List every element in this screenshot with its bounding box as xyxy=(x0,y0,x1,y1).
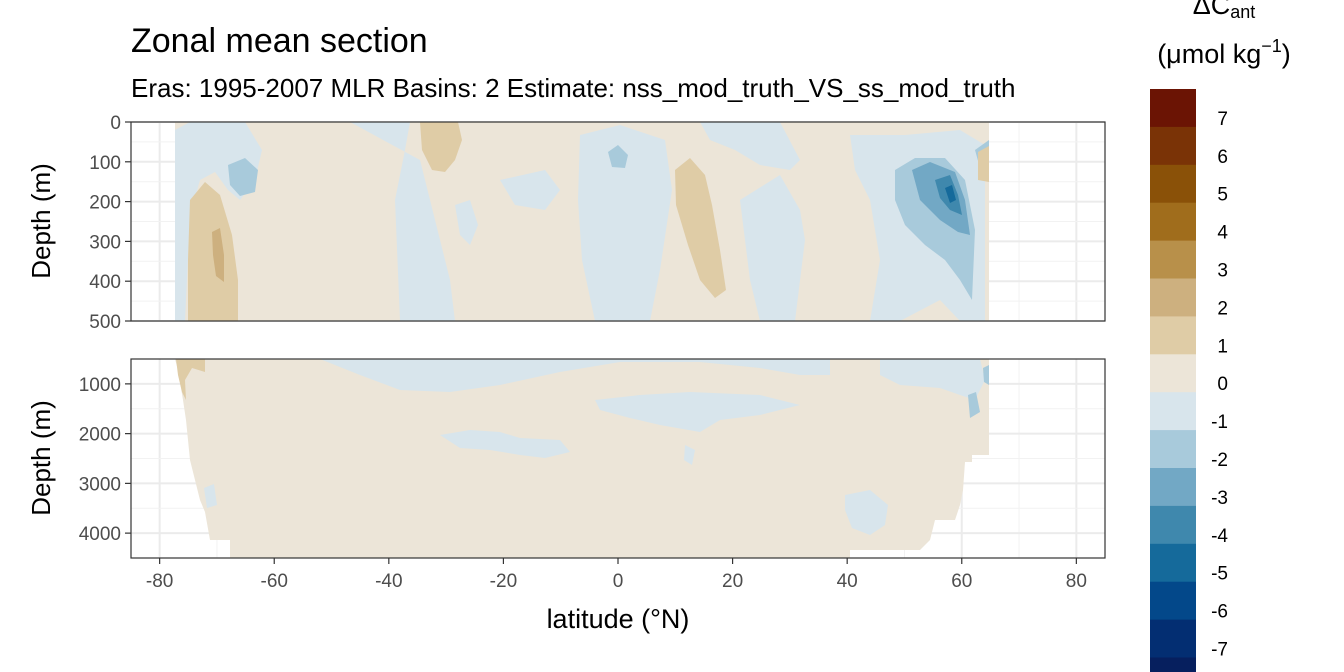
legend-label: 3 xyxy=(1217,261,1228,282)
y-tick-label: 3000 xyxy=(79,474,121,495)
contour-pos-1 xyxy=(978,146,989,182)
legend-swatch xyxy=(1150,581,1196,621)
legend-swatch xyxy=(1150,354,1196,393)
panel-upper xyxy=(130,121,1106,322)
legend-label: 2 xyxy=(1217,298,1228,319)
contour-neg-1 xyxy=(845,490,888,535)
legend-swatches xyxy=(1150,89,1196,672)
y-tick-label: 200 xyxy=(89,193,121,214)
contour-neg-1 xyxy=(440,430,570,458)
legend-title-line1: ΔCant xyxy=(1193,0,1256,22)
legend-swatch xyxy=(1150,202,1196,242)
contour-pos-1 xyxy=(675,158,726,298)
contour-neg-1 xyxy=(250,359,830,392)
legend-swatch xyxy=(1150,657,1196,672)
y-tick-label: 1000 xyxy=(79,375,121,396)
y-tick-label: 400 xyxy=(89,272,121,293)
legend-swatch xyxy=(1150,316,1196,355)
contour-neg-1 xyxy=(578,125,672,321)
contour-neg-1 xyxy=(983,365,989,385)
y-axis-title-upper: Depth (m) xyxy=(26,163,56,279)
y-tick-label: 2000 xyxy=(79,425,121,446)
x-tick-label: 40 xyxy=(837,571,858,592)
contour-neg-1 xyxy=(880,359,985,400)
contour-neg-1 xyxy=(350,122,455,321)
contour-pos-2 xyxy=(212,228,224,282)
legend-swatch xyxy=(1150,278,1196,317)
x-axis-title: latitude (°N) xyxy=(547,604,690,634)
legend-label: -4 xyxy=(1211,526,1228,547)
contour-neg-1 xyxy=(595,392,800,432)
x-tick-label: -80 xyxy=(146,571,173,592)
legend-label: -5 xyxy=(1211,564,1228,585)
contour-neg-5 xyxy=(945,185,956,203)
legend-label: 4 xyxy=(1217,223,1228,244)
legend-swatch xyxy=(1150,240,1196,279)
contour-neg-1 xyxy=(968,392,980,418)
legend-title-line2: (μmol kg−1) xyxy=(1157,36,1291,69)
panel-upper-contours xyxy=(175,122,989,321)
y-axis-title-deep: Depth (m) xyxy=(26,400,56,516)
legend-swatch xyxy=(1150,126,1196,166)
y-axis-upper: 0 100 200 300 400 500 xyxy=(89,113,131,333)
y-axis-deep: 1000 2000 3000 4000 xyxy=(79,375,131,545)
x-tick-label: -20 xyxy=(490,571,517,592)
legend-label: 0 xyxy=(1217,374,1228,395)
section-fill-deep xyxy=(175,359,989,558)
chart-title: Zonal mean section xyxy=(131,22,428,60)
legend-swatch xyxy=(1150,89,1196,128)
legend-swatch xyxy=(1150,543,1196,583)
legend-label: -7 xyxy=(1211,640,1228,661)
x-tick-label: 20 xyxy=(722,571,743,592)
contour-pos-1 xyxy=(176,359,205,400)
y-tick-label: 300 xyxy=(89,232,121,253)
legend-label: -2 xyxy=(1211,450,1228,471)
x-tick-label: -40 xyxy=(375,571,402,592)
legend-label: -6 xyxy=(1211,602,1228,623)
contour-neg-2 xyxy=(608,145,628,168)
color-legend: ΔCant (μmol kg−1) 7 6 5 4 3 2 1 0 -1 -2 -3 -4 -5 -6 -7 xyxy=(1150,0,1291,672)
x-tick-label: -60 xyxy=(261,571,288,592)
legend-label: -3 xyxy=(1211,488,1228,509)
chart-subtitle: Eras: 1995-2007 MLR Basins: 2 Estimate: … xyxy=(131,73,1016,103)
legend-label: -1 xyxy=(1211,412,1228,433)
panel-deep-contours xyxy=(175,359,989,558)
legend-swatch xyxy=(1150,392,1196,431)
contour-neg-1 xyxy=(500,170,560,210)
legend-label: 5 xyxy=(1217,185,1228,206)
legend-labels: 7 6 5 4 3 2 1 0 -1 -2 -3 -4 -5 -6 -7 xyxy=(1211,109,1228,661)
contour-neg-1 xyxy=(700,122,800,170)
contour-pos-1 xyxy=(420,122,462,172)
legend-swatch xyxy=(1150,430,1196,469)
legend-swatch xyxy=(1150,619,1196,658)
x-tick-label: 80 xyxy=(1066,571,1087,592)
contour-neg-1 xyxy=(740,175,805,321)
x-tick-label: 0 xyxy=(613,571,624,592)
legend-swatch xyxy=(1150,164,1196,204)
legend-label: 1 xyxy=(1217,336,1228,357)
x-axis: -80 -60 -40 -20 0 20 40 60 80 xyxy=(146,558,1087,592)
legend-swatch xyxy=(1150,468,1196,507)
panel-deep xyxy=(130,358,1106,559)
legend-label: 6 xyxy=(1217,147,1228,168)
legend-label: 7 xyxy=(1217,109,1228,130)
contour-neg-1 xyxy=(684,445,695,465)
contour-neg-1 xyxy=(204,484,217,508)
y-tick-label: 4000 xyxy=(79,524,121,545)
contour-neg-1 xyxy=(455,200,478,245)
contour-neg-2 xyxy=(228,158,258,196)
y-tick-label: 0 xyxy=(110,113,121,134)
y-tick-label: 100 xyxy=(89,153,121,174)
legend-swatch xyxy=(1150,505,1196,545)
panel-upper-border xyxy=(130,121,1106,322)
y-tick-label: 500 xyxy=(89,312,121,333)
x-tick-label: 60 xyxy=(951,571,972,592)
